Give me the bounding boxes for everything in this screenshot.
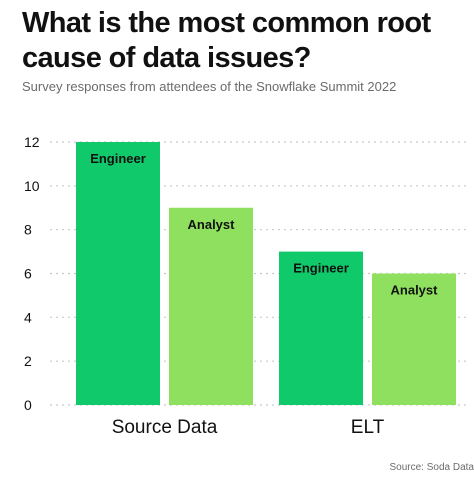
bar-label: Analyst	[188, 217, 236, 232]
bar-label: Engineer	[293, 261, 349, 276]
y-tick-label: 2	[24, 353, 32, 369]
bar-engineer	[279, 251, 363, 405]
bar-analyst	[372, 273, 456, 405]
chart-title: What is the most common root cause of da…	[22, 7, 431, 74]
bar-label: Engineer	[90, 151, 146, 166]
bar-analyst	[169, 207, 253, 405]
bar-label: Analyst	[391, 283, 439, 298]
y-tick-label: 0	[24, 397, 32, 413]
y-tick-label: 8	[24, 222, 32, 238]
chart-subtitle: Survey responses from attendees of the S…	[22, 79, 397, 94]
y-tick-label: 6	[24, 266, 32, 282]
y-tick-label: 10	[24, 178, 40, 194]
x-category-label: ELT	[351, 417, 385, 438]
x-category-label: Source Data	[112, 417, 218, 438]
bar-engineer	[76, 142, 160, 405]
y-tick-label: 4	[24, 309, 32, 325]
y-tick-label: 12	[24, 134, 40, 150]
source-note: Source: Soda Data	[389, 462, 474, 473]
